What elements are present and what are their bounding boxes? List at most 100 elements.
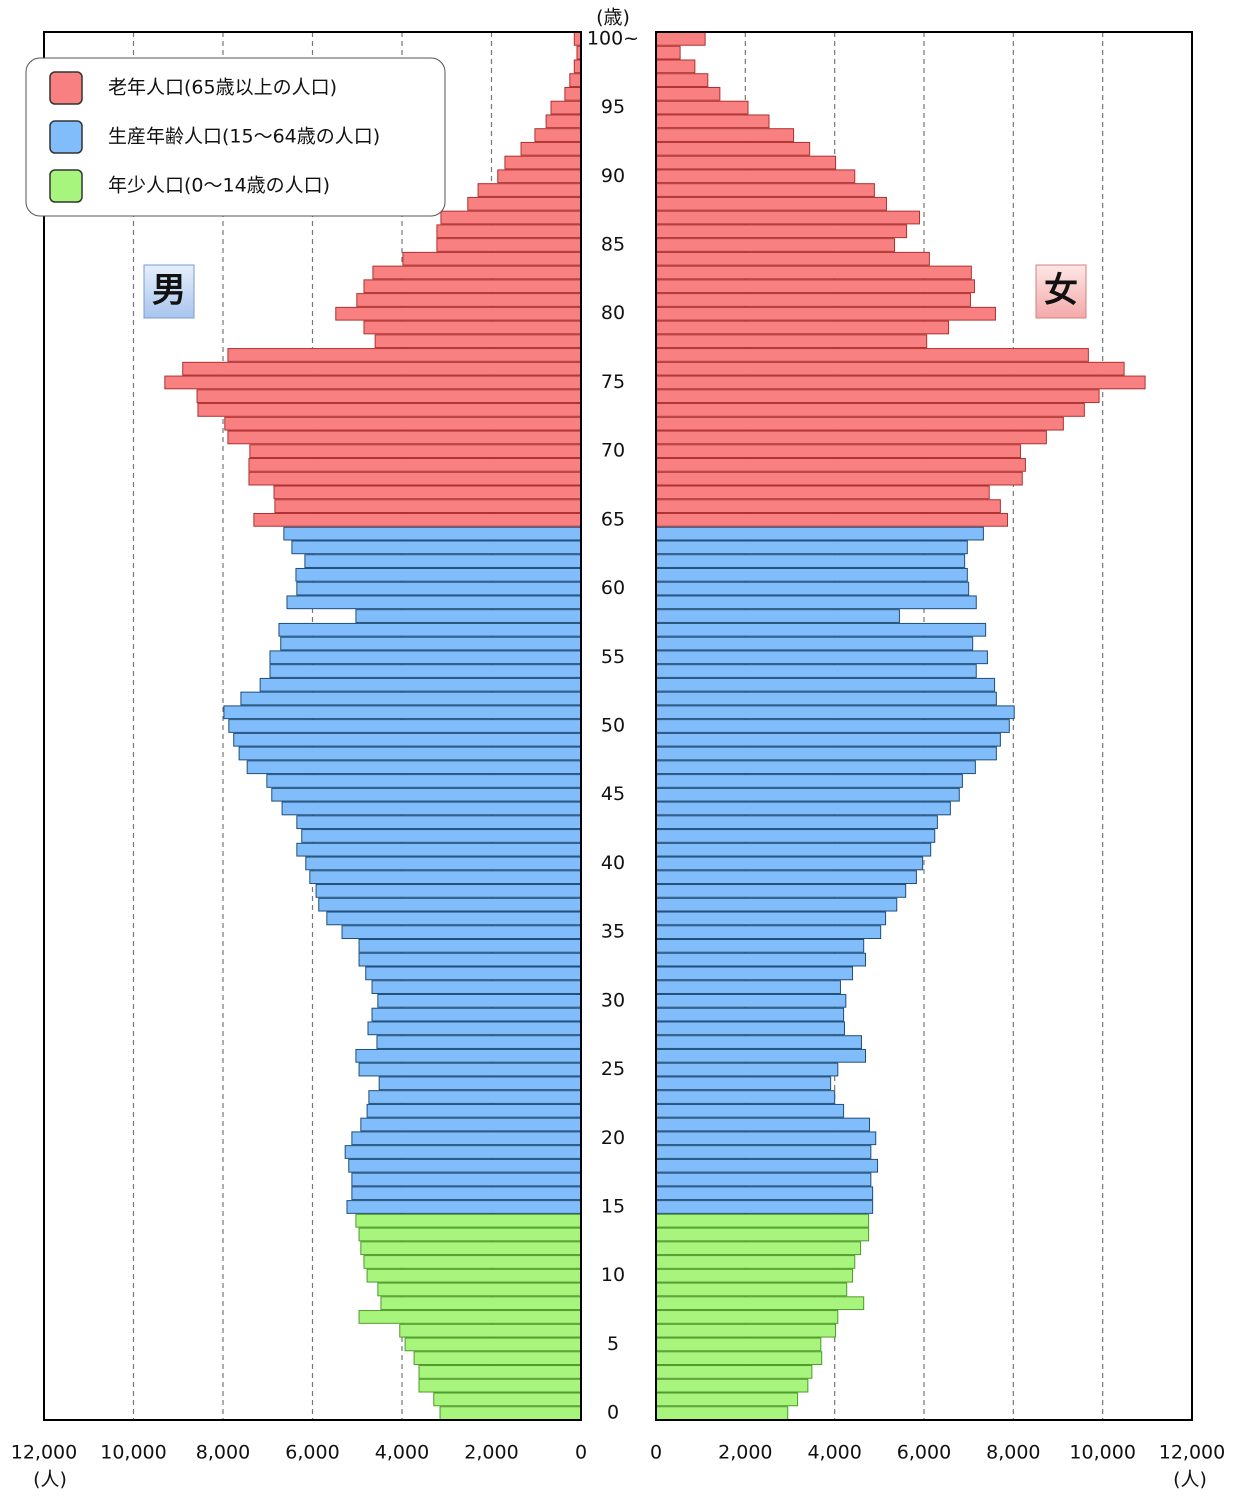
- bar: [655, 1090, 836, 1104]
- x-unit: (人): [33, 1469, 67, 1491]
- bar: [274, 499, 582, 513]
- bar: [358, 1310, 582, 1324]
- bar: [227, 348, 582, 362]
- bar: [365, 966, 582, 981]
- bar: [655, 73, 709, 87]
- bar: [550, 100, 582, 115]
- bar: [283, 526, 582, 541]
- bar: [296, 815, 582, 830]
- x-tick-label: 2,000: [464, 1442, 518, 1464]
- bar: [655, 334, 928, 349]
- bar: [655, 416, 1064, 431]
- bar: [655, 526, 984, 541]
- bar: [655, 1337, 822, 1352]
- bar: [497, 169, 582, 184]
- bar: [358, 939, 582, 953]
- bar: [564, 86, 582, 101]
- bar: [655, 581, 970, 596]
- x-tick-label: 10,000: [1069, 1442, 1135, 1464]
- bar: [341, 925, 582, 940]
- y-tick-label: 10: [601, 1264, 625, 1286]
- bar: [655, 939, 865, 953]
- bar: [240, 691, 582, 706]
- bar: [655, 1213, 870, 1228]
- bar: [655, 787, 960, 802]
- bar: [655, 760, 976, 775]
- bar: [655, 86, 721, 101]
- bar: [418, 1378, 582, 1393]
- bar: [655, 45, 681, 60]
- plot-frame: [43, 31, 582, 1421]
- bar: [418, 1365, 582, 1379]
- bar: [655, 554, 966, 568]
- bar: [655, 870, 917, 885]
- bar: [655, 265, 972, 280]
- bar: [358, 952, 582, 967]
- y-tick-label: 55: [601, 646, 625, 668]
- y-tick-label: 70: [601, 440, 625, 462]
- bar: [259, 677, 582, 692]
- bar: [655, 1406, 789, 1421]
- y-tick-label: 85: [601, 234, 625, 256]
- bar: [376, 1035, 582, 1049]
- bar: [351, 1172, 582, 1187]
- legend-swatch: [49, 120, 83, 154]
- bar: [655, 1255, 856, 1269]
- bar: [655, 293, 971, 307]
- bar: [655, 980, 841, 994]
- bar: [655, 279, 975, 294]
- bar: [296, 581, 582, 596]
- bar: [655, 705, 1015, 720]
- bar: [346, 1200, 582, 1214]
- bar: [655, 485, 990, 500]
- bar: [655, 238, 896, 252]
- y-tick-label: 90: [601, 165, 625, 187]
- y-tick-label: 25: [601, 1058, 625, 1080]
- bar: [655, 1076, 832, 1091]
- bar: [655, 1048, 866, 1063]
- bar: [655, 856, 924, 871]
- bar: [655, 1227, 870, 1242]
- bar: [655, 609, 900, 623]
- bar: [351, 1186, 582, 1201]
- y-tick-label: 35: [601, 921, 625, 943]
- bar: [360, 1241, 582, 1256]
- bar: [655, 1351, 823, 1366]
- bar: [436, 238, 582, 252]
- y-tick-label: 95: [601, 96, 625, 118]
- bar: [655, 1392, 799, 1407]
- bar: [377, 993, 582, 1008]
- bar: [269, 664, 582, 678]
- bar: [573, 32, 582, 46]
- bar: [520, 141, 582, 156]
- bar: [655, 1062, 839, 1077]
- bar: [363, 1255, 582, 1269]
- bar: [280, 636, 582, 651]
- bar: [367, 1021, 582, 1036]
- bar: [197, 403, 582, 417]
- bar: [356, 293, 582, 307]
- bar: [436, 224, 582, 239]
- bar: [655, 595, 977, 610]
- bar: [224, 416, 582, 431]
- bar: [655, 1145, 872, 1159]
- bar: [295, 567, 582, 582]
- bar: [655, 320, 950, 335]
- bar: [655, 1323, 837, 1338]
- x-tick-label: 2,000: [718, 1442, 772, 1464]
- bar: [335, 306, 582, 321]
- bar: [360, 1117, 582, 1132]
- bar: [655, 183, 875, 197]
- bar: [655, 512, 1009, 527]
- bar: [296, 842, 582, 857]
- bar: [655, 499, 1001, 513]
- bar: [573, 59, 582, 74]
- bar: [655, 224, 908, 239]
- bar: [655, 1117, 871, 1132]
- bar: [318, 897, 582, 912]
- bar: [309, 870, 582, 885]
- y-tick-label: 20: [601, 1127, 625, 1149]
- bar: [366, 1268, 582, 1283]
- bar: [655, 884, 907, 898]
